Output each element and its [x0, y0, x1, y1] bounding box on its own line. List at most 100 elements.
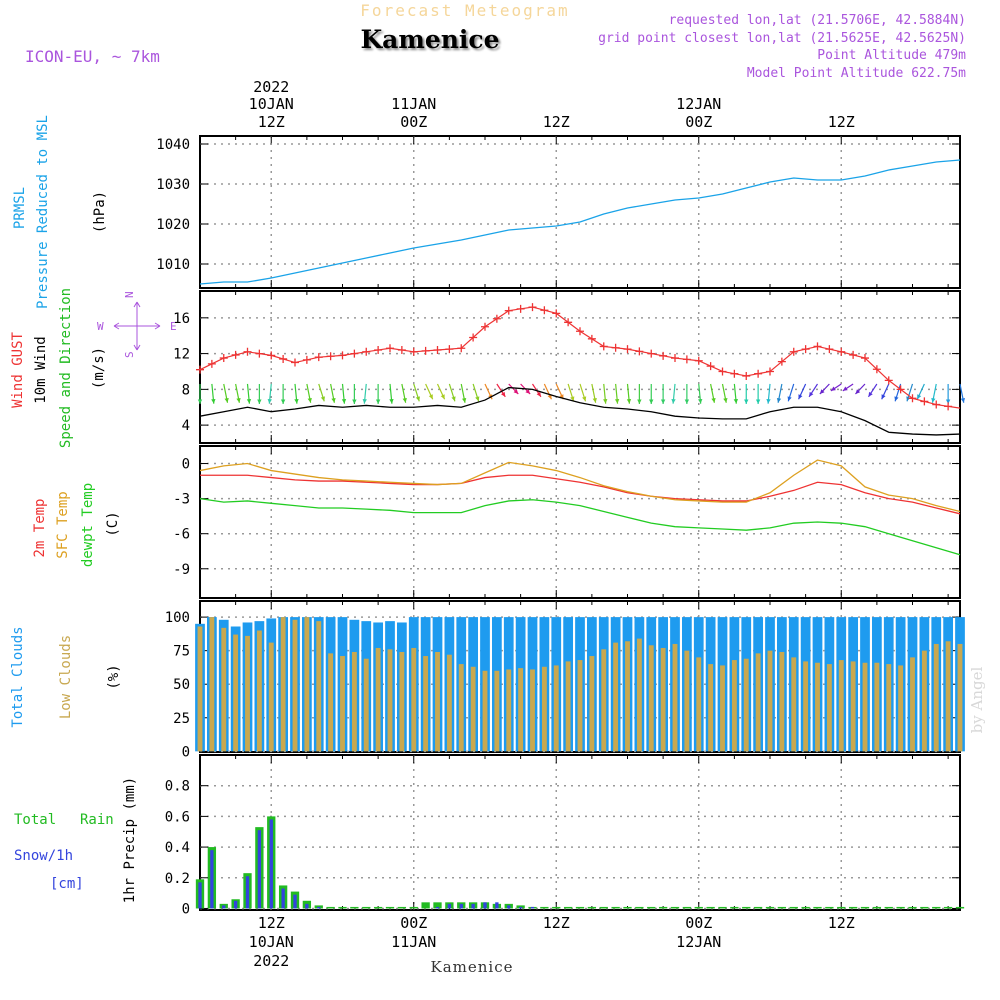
low-cloud-bar — [577, 660, 583, 752]
low-cloud-bar — [648, 645, 654, 752]
rain-bar — [694, 906, 703, 909]
wind-dir-label: Speed and Direction — [58, 288, 74, 448]
footer-location: Kamenice — [431, 958, 514, 976]
wind-arrow-head — [547, 394, 552, 400]
wind-arrow-head — [211, 398, 216, 404]
panel-frame — [199, 445, 961, 599]
wind-arrow-head — [931, 397, 936, 403]
sfctemp-line — [199, 459, 961, 513]
gust-marker — [445, 345, 454, 354]
gust-marker — [825, 345, 834, 354]
compass-icon: W E N S — [97, 291, 177, 358]
low-cloud-bar — [589, 656, 595, 752]
compass-w: W — [97, 320, 104, 333]
rain-bar — [421, 902, 430, 909]
rain-bar — [563, 906, 573, 909]
wind-arrow-head — [945, 399, 951, 404]
gust-marker — [682, 355, 691, 364]
panel-frame — [199, 135, 961, 289]
gust-marker — [706, 362, 715, 371]
temp-unit: (C) — [105, 511, 121, 536]
low-cloud-bar — [565, 661, 571, 752]
top-date-label: 11JAN — [391, 95, 436, 113]
rain-bar — [350, 906, 359, 909]
wind-arrow-head — [582, 396, 587, 402]
low-cloud-bar — [506, 669, 512, 752]
gust-marker — [789, 347, 798, 356]
model-label: ICON-EU, ~ 7km — [25, 47, 160, 66]
snow-bar — [495, 902, 499, 909]
low-cloud-bar — [625, 641, 630, 752]
panel-2: 0 -3 -6 -9 — [173, 445, 961, 599]
low-cloud-bar — [446, 654, 452, 752]
y-tick-label: -9 — [173, 562, 190, 578]
rain-bar — [742, 906, 751, 909]
y-tick-label: 1020 — [156, 217, 190, 233]
panel-1: 4 8 12 16 — [173, 290, 961, 444]
low-cloud-bar — [613, 642, 619, 752]
gust-marker — [504, 306, 513, 315]
rain-bar — [908, 906, 917, 909]
gust-marker — [564, 318, 573, 327]
y-tick-label: 0.4 — [165, 840, 190, 856]
wind-arrow-head — [906, 396, 911, 402]
wind-arrow-head — [842, 386, 848, 391]
rain-bar — [872, 906, 882, 909]
gust-marker — [920, 397, 929, 406]
low-cloud-bar — [423, 656, 429, 752]
rain-bar — [753, 906, 763, 909]
gust-marker — [777, 357, 786, 366]
gust-marker — [516, 304, 525, 313]
snow-bar — [245, 876, 250, 909]
rain-bar — [552, 906, 561, 909]
snow-bar — [210, 850, 214, 909]
gust-marker — [932, 400, 941, 409]
low-cloud-bar — [553, 665, 559, 752]
low-cloud-bar — [731, 660, 737, 752]
rain-bar — [611, 906, 620, 909]
rain-bar — [801, 906, 810, 909]
wind-arrow-head — [352, 399, 357, 404]
rain-bar — [575, 906, 585, 909]
pressure-unit: (hPa) — [92, 191, 108, 233]
y-tick-label: 25 — [173, 711, 190, 727]
wind-arrow-head — [461, 397, 467, 403]
snow-bar — [518, 906, 523, 909]
snow-bar — [305, 903, 309, 909]
low-cloud-bar — [316, 621, 322, 752]
rain-bar — [540, 906, 549, 909]
wind-arrow-head — [819, 389, 825, 394]
rain-bar — [670, 906, 680, 909]
y-tick-label: 0 — [182, 457, 190, 473]
rain-bar — [362, 906, 371, 909]
wind-arrow-head — [362, 398, 367, 404]
gust-marker — [457, 344, 466, 353]
gust-marker — [861, 354, 869, 363]
temp2m-label: 2m Temp — [32, 498, 48, 557]
wind-arrow-head — [428, 394, 433, 400]
low-cloud-bar — [696, 657, 702, 752]
rain-bar — [932, 906, 941, 909]
compass-e: E — [170, 320, 177, 333]
gust-marker — [397, 346, 406, 355]
gust-marker — [326, 352, 335, 361]
wind-arrow-head — [536, 391, 541, 397]
low-cloud-bar — [375, 647, 381, 752]
y-tick-label: 0.6 — [165, 809, 190, 825]
low-cloud-bar — [826, 664, 832, 752]
rain-bar — [587, 906, 597, 909]
snow-unit-label: [cm] — [50, 876, 84, 892]
rain-bar — [326, 906, 335, 909]
gust-marker — [659, 351, 668, 360]
wind-arrow-head — [637, 399, 642, 404]
bottom-hour-label: 12Z — [828, 914, 855, 932]
wind-arrow-head — [592, 397, 597, 403]
y-tick-label: 50 — [173, 677, 190, 693]
low-cloud-bar — [636, 638, 642, 752]
low-cloud-bar — [280, 617, 286, 752]
bottom-date-label: 11JAN — [391, 933, 436, 951]
top-hour-label: 00Z — [400, 113, 427, 131]
wind-arrow-head — [440, 394, 445, 400]
gust-marker — [528, 303, 537, 312]
